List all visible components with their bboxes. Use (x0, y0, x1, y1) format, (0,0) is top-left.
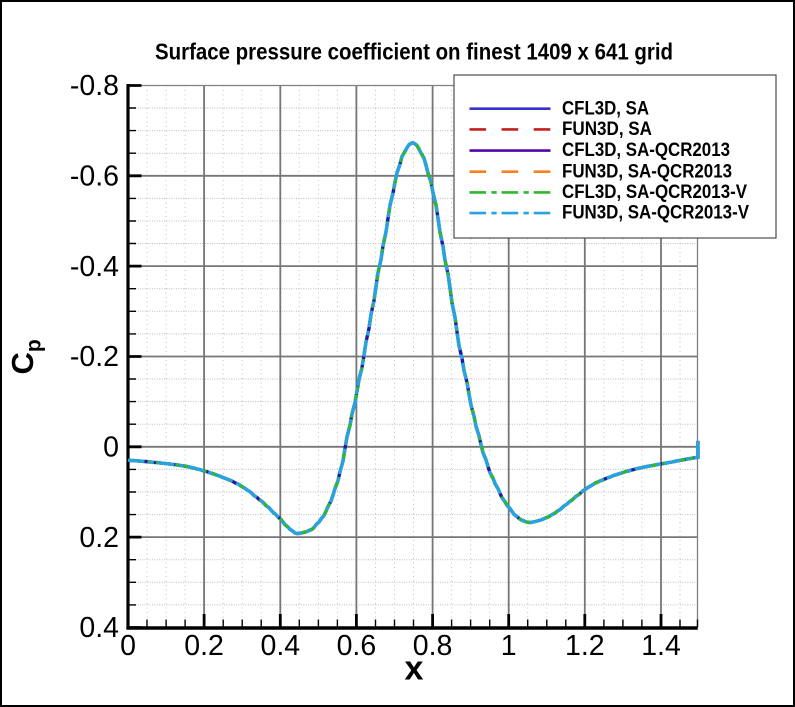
svg-text:0.6: 0.6 (337, 630, 377, 662)
svg-text:-0.4: -0.4 (70, 251, 119, 283)
svg-text:CFL3D, SA-QCR2013: CFL3D, SA-QCR2013 (562, 140, 730, 161)
svg-text:FUN3D, SA-QCR2013-V: FUN3D, SA-QCR2013-V (562, 203, 749, 224)
svg-text:1.4: 1.4 (641, 630, 681, 662)
svg-text:0.4: 0.4 (79, 612, 119, 644)
svg-text:0: 0 (103, 432, 119, 464)
svg-text:FUN3D, SA: FUN3D, SA (562, 119, 652, 140)
svg-text:1.2: 1.2 (565, 630, 605, 662)
svg-text:x: x (405, 649, 424, 687)
svg-text:CFL3D, SA-QCR2013-V: CFL3D, SA-QCR2013-V (562, 182, 747, 203)
svg-text:0.2: 0.2 (184, 630, 224, 662)
svg-text:CFL3D, SA: CFL3D, SA (562, 98, 649, 119)
svg-text:0.8: 0.8 (413, 630, 453, 662)
svg-text:-0.6: -0.6 (70, 161, 119, 193)
svg-text:0.2: 0.2 (79, 522, 119, 554)
svg-text:-0.8: -0.8 (70, 70, 119, 102)
svg-text:-0.2: -0.2 (70, 341, 119, 373)
svg-text:FUN3D, SA-QCR2013: FUN3D, SA-QCR2013 (562, 161, 732, 182)
svg-text:0.4: 0.4 (260, 630, 300, 662)
svg-text:1: 1 (501, 630, 517, 662)
svg-text:0: 0 (120, 630, 136, 662)
svg-text:Surface pressure coefficient o: Surface pressure coefficient on finest 1… (155, 38, 673, 64)
